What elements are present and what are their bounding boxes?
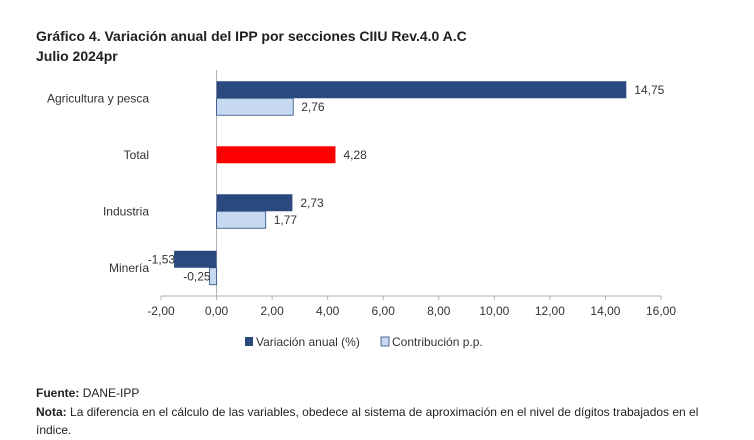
x-tick-label: 14,00 [590, 304, 620, 318]
x-tick-label: 8,00 [427, 304, 451, 318]
note-label: Nota: [36, 405, 67, 419]
bar-variacion-anual-mineria [174, 250, 217, 268]
chart-subtitle: Julio 2024pr [36, 48, 118, 64]
data-label: 2,73 [300, 196, 324, 210]
x-tick-label: 10,00 [479, 304, 509, 318]
bar-variacion-anual-industria [216, 194, 293, 212]
note-text: La diferencia en el cálculo de las varia… [36, 405, 699, 437]
category-label-agricultura-y-pesca: Agricultura y pesca [47, 91, 149, 105]
bar-chart: -2,00 0,00 2,00 4,00 6,00 8,00 10,00 12,00 14,00… [47, 70, 676, 349]
x-tick-label: 6,00 [372, 304, 396, 318]
x-tick-label: 0,00 [205, 304, 229, 318]
data-label: -0,25 [183, 269, 211, 283]
legend-swatch-contribucion-p-p [380, 336, 390, 347]
x-tick-label: 4,00 [316, 304, 340, 318]
source-text: DANE-IPP [82, 386, 140, 400]
data-label: 1,77 [274, 213, 298, 227]
bar-variacion-anual-agricultura-y-pesca [216, 81, 627, 99]
legend-label-contribucion-p-p: Contribución p.p. [392, 335, 483, 349]
category-label-mineria: Minería [109, 261, 149, 275]
x-tick-label: 12,00 [535, 304, 565, 318]
category-label-total: Total [124, 148, 149, 162]
data-label: 2,76 [301, 100, 325, 114]
x-tick-label: -2,00 [147, 304, 175, 318]
bar-variacion-anual-total [216, 146, 336, 164]
source-label: Fuente: [36, 386, 80, 400]
chart-title: Gráfico 4. Variación anual del IPP por s… [36, 26, 467, 66]
bar-contribucion-p-p-agricultura-y-pesca [216, 97, 294, 116]
data-label: -1,53 [148, 252, 176, 266]
legend-label-variacion-anual: Variación anual (%) [256, 335, 360, 349]
footer-source: Fuente: DANE-IPP [36, 384, 139, 402]
x-tick-label: 16,00 [646, 304, 676, 318]
bar-contribucion-p-p-industria [216, 210, 267, 229]
category-label-industria: Industria [103, 204, 149, 218]
bar-contribucion-p-p-mineria [209, 267, 217, 286]
footer-note: Nota: La diferencia en el cálculo de las… [36, 403, 716, 439]
data-label: 4,28 [343, 148, 367, 162]
data-label: 14,75 [634, 83, 664, 97]
legend-swatch-variacion-anual [245, 337, 253, 346]
x-tick-label: 2,00 [260, 304, 284, 318]
chart-title-line: Gráfico 4. Variación anual del IPP por s… [36, 28, 467, 44]
